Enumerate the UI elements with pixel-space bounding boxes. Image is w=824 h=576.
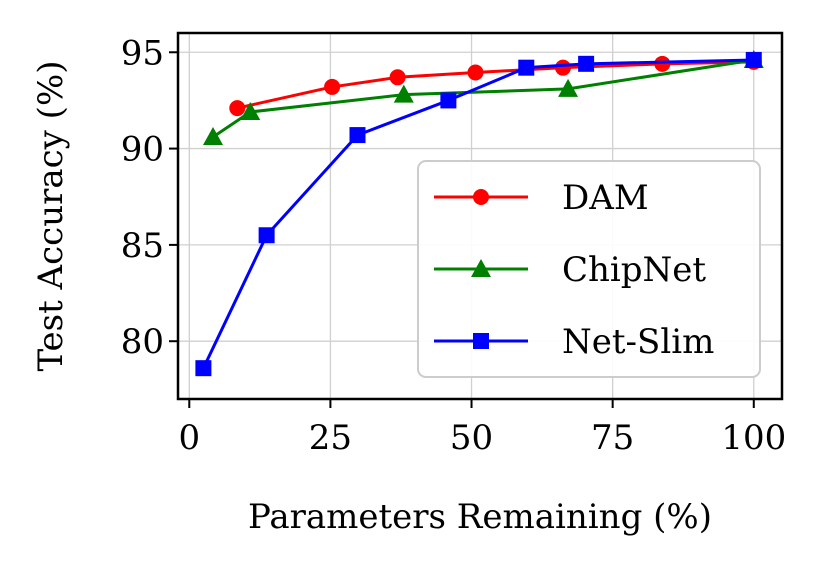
legend-label: DAM bbox=[562, 178, 649, 218]
data-point-chipnet bbox=[240, 101, 261, 120]
series-layer bbox=[195, 49, 764, 377]
legend: DAM ChipNet Net-Slim bbox=[417, 160, 761, 378]
x-axis-label: Parameters Remaining (%) bbox=[248, 497, 712, 537]
data-point-dam bbox=[324, 78, 341, 95]
data-point-dam bbox=[229, 100, 246, 117]
data-point-dam bbox=[554, 59, 571, 76]
series-line-dam bbox=[236, 60, 754, 110]
data-point-net-slim bbox=[745, 51, 762, 68]
series-chipnet bbox=[202, 49, 764, 146]
x-tick-label: 75 bbox=[591, 418, 634, 458]
legend-label: Net-Slim bbox=[562, 322, 714, 362]
legend-entries: DAM ChipNet Net-Slim bbox=[434, 178, 714, 362]
y-tick-label: 85 bbox=[121, 226, 164, 266]
legend-item-dam: DAM bbox=[434, 178, 649, 218]
series-net-slim bbox=[195, 51, 762, 377]
x-tick-label: 100 bbox=[721, 418, 786, 458]
axis-ticks: 0 25 50 75 100 80 85 90 95 bbox=[121, 33, 786, 458]
data-point-net-slim bbox=[258, 227, 275, 244]
data-point-net-slim bbox=[518, 59, 535, 76]
y-tick-label: 80 bbox=[121, 322, 164, 362]
data-point-dam bbox=[467, 64, 484, 81]
x-tick-label: 25 bbox=[309, 418, 352, 458]
data-point-dam bbox=[389, 69, 406, 86]
legend-item-chipnet: ChipNet bbox=[434, 250, 706, 290]
legend-box bbox=[417, 160, 761, 378]
data-point-dam bbox=[654, 55, 671, 72]
data-point-net-slim bbox=[440, 92, 457, 109]
data-point-net-slim bbox=[349, 127, 366, 144]
x-tick-label: 0 bbox=[178, 418, 200, 458]
legend-marker bbox=[473, 333, 489, 349]
y-axis-label: Test Accuracy (%) bbox=[31, 60, 71, 371]
legend-label: ChipNet bbox=[562, 250, 706, 290]
legend-marker bbox=[473, 189, 489, 205]
y-tick-label: 90 bbox=[121, 130, 164, 170]
data-point-net-slim bbox=[578, 55, 595, 72]
data-point-chipnet bbox=[393, 84, 414, 103]
data-point-net-slim bbox=[195, 360, 212, 377]
data-point-chipnet bbox=[558, 78, 579, 97]
legend-item-net-slim: Net-Slim bbox=[434, 322, 714, 362]
y-tick-label: 95 bbox=[121, 33, 164, 73]
data-point-chipnet bbox=[202, 127, 223, 146]
plot-frame bbox=[176, 31, 784, 401]
x-tick-label: 50 bbox=[450, 418, 493, 458]
legend-marker bbox=[471, 259, 491, 277]
